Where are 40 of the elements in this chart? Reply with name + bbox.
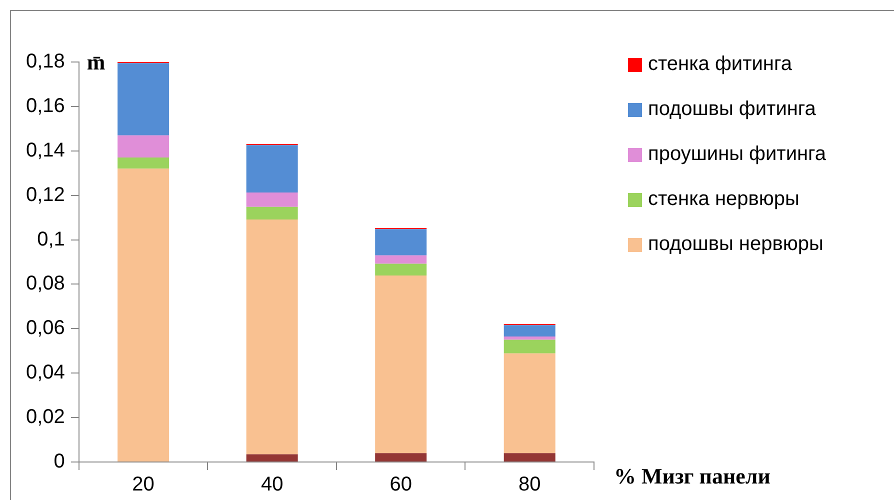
y-tick-label: 0,14 [26, 139, 65, 162]
bar [504, 325, 556, 336]
bar [246, 145, 298, 192]
y-tick-label: 0 [54, 450, 65, 473]
bar [375, 453, 427, 462]
y-tick-label: 0,02 [26, 406, 65, 428]
y-tick-label: 0,18 [26, 50, 65, 73]
bar [118, 168, 170, 462]
bar [504, 336, 556, 340]
legend-label: стенка фитинга [648, 52, 792, 77]
bar [118, 158, 170, 169]
bar [118, 63, 170, 136]
bar [504, 453, 556, 462]
y-axis-title: m̄ [86, 50, 106, 75]
y-tick-label: 0,12 [26, 184, 65, 206]
bar [375, 264, 427, 276]
bar [504, 353, 556, 454]
bar [375, 276, 427, 454]
y-tick-label: 0,06 [26, 317, 65, 340]
y-tick-label: 0,08 [26, 272, 65, 295]
bar [118, 135, 170, 158]
bar [504, 340, 556, 354]
y-tick-label: 0,1 [37, 228, 65, 250]
legend-label: подошвы фитинга [648, 97, 816, 122]
bar [375, 255, 427, 264]
legend-label: подошвы нервюры [648, 232, 824, 257]
x-tick-label: 20 [132, 474, 154, 496]
x-tick-label: 80 [518, 474, 541, 496]
x-axis-title: % Мизг панели [614, 464, 771, 489]
bar [375, 229, 427, 256]
x-tick-label: 40 [260, 474, 284, 496]
bar [246, 454, 298, 462]
x-tick-label: 60 [390, 474, 412, 496]
bar [246, 192, 298, 207]
y-tick-label: 0,04 [26, 362, 65, 384]
bar [246, 220, 298, 454]
legend-label: стенка нервюры [648, 187, 800, 212]
bar [246, 206, 298, 220]
legend-label: проушины фитинга [648, 142, 826, 167]
y-tick-label: 0,16 [26, 94, 65, 117]
